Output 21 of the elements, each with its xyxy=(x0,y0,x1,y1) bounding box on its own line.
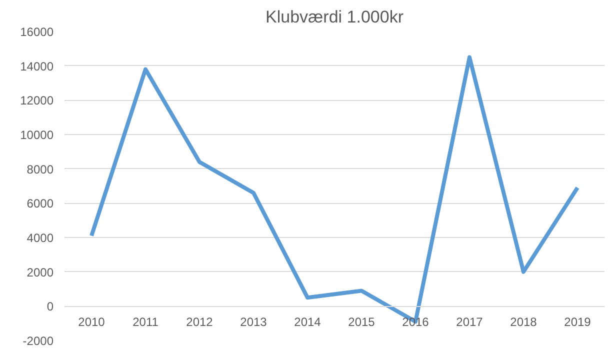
x-tick-label: 2014 xyxy=(294,315,322,330)
y-tick-label: 2000 xyxy=(26,265,54,280)
x-tick-label: 2013 xyxy=(240,315,268,330)
x-tick-label: 2015 xyxy=(348,315,376,330)
y-tick-label: 12000 xyxy=(20,94,54,108)
x-tick-label: 2018 xyxy=(510,315,538,330)
x-tick-label: 2011 xyxy=(132,315,159,330)
x-tick-label: 2016 xyxy=(402,315,430,330)
x-tick-label: 2010 xyxy=(78,315,106,330)
y-tick-label: 4000 xyxy=(26,231,54,245)
y-tick-label: 10000 xyxy=(20,128,54,142)
y-tick-label: -2000 xyxy=(22,334,54,348)
y-tick-label: 0 xyxy=(46,300,54,314)
x-tick-label: 2017 xyxy=(456,315,484,330)
x-tick-label: 2019 xyxy=(564,315,592,330)
y-tick-label: 14000 xyxy=(20,59,54,74)
y-tick-label: 6000 xyxy=(26,196,54,211)
chart-title: Klubværdi 1.000kr xyxy=(266,8,404,26)
x-tick-label: 2012 xyxy=(186,315,214,330)
y-tick-label: 8000 xyxy=(26,162,54,176)
y-tick-label: 16000 xyxy=(20,25,54,39)
